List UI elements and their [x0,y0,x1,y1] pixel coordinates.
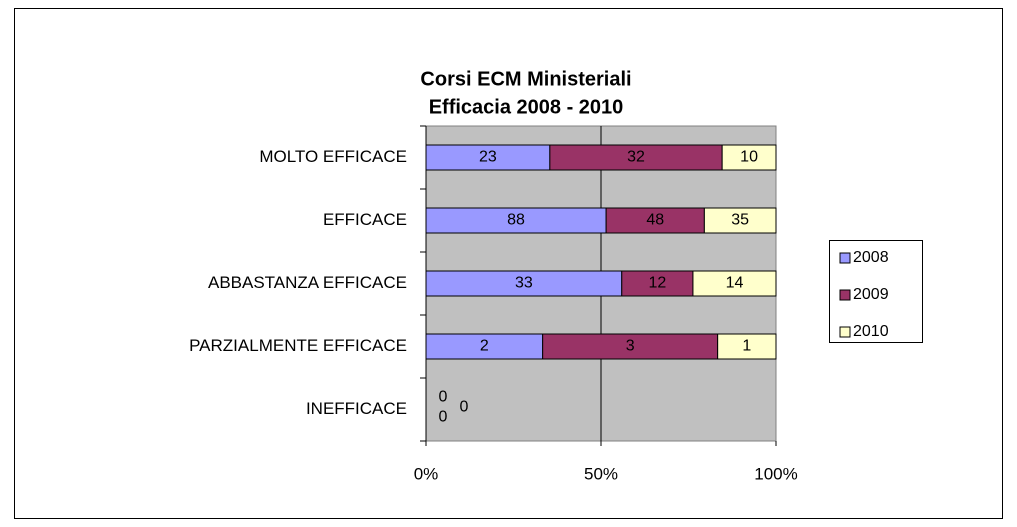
bar-segment [425,270,623,297]
bar-segment [542,333,719,360]
legend-swatch [839,289,851,301]
data-label: 0 [439,389,448,406]
bar-segment [549,144,723,171]
data-label: 1 [742,338,751,355]
bar-segment [425,333,544,360]
y-tick-label: PARZIALMENTE EFFICACE [189,336,407,355]
legend-label: 2010 [853,323,889,340]
y-tick-label: MOLTO EFFICACE [259,147,407,166]
data-label: 2 [480,338,489,355]
chart-title: Corsi ECM Ministeriali [420,68,631,90]
y-tick-label: INEFFICACE [306,399,407,418]
data-label: 3 [626,338,635,355]
data-label: 33 [515,275,533,292]
data-label: 0 [439,409,448,426]
data-label: 35 [731,212,749,229]
data-label: 48 [646,212,664,229]
bar-segment [703,207,777,234]
legend-label: 2009 [853,286,889,303]
data-label: 10 [740,149,758,166]
data-label: 32 [627,149,645,166]
bar-segment [692,270,777,297]
legend-label: 2008 [853,249,889,266]
y-tick-label: ABBASTANZA EFFICACE [208,273,407,292]
x-tick-label: 50% [584,464,618,483]
bar-segment [717,333,777,360]
legend-swatch [839,252,851,264]
data-label: 12 [648,275,666,292]
data-label: 0 [460,399,469,416]
data-label: 88 [507,212,525,229]
data-label: 23 [479,149,497,166]
data-label: 14 [726,275,744,292]
x-tick-label: 100% [754,464,797,483]
bar-segment [605,207,705,234]
legend-swatch [839,326,851,338]
chart-title: Efficacia 2008 - 2010 [429,96,624,118]
bar-segment [721,144,777,171]
x-tick-label: 0% [414,464,439,483]
bar-segment [425,207,607,234]
y-tick-label: EFFICACE [323,210,407,229]
